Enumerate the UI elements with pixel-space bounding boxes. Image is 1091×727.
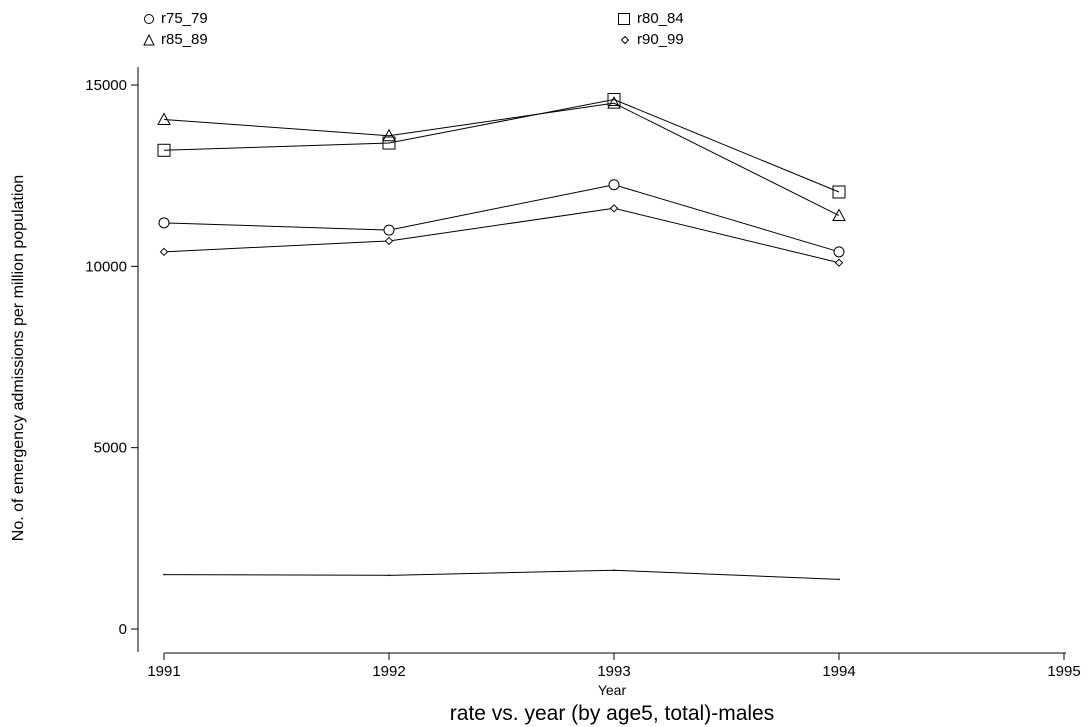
y-axis-label: No. of emergency admissions per million … [10, 175, 27, 541]
legend-label: r80_84 [637, 10, 684, 27]
data-point-r90_99 [384, 236, 394, 246]
legend-label: r75_79 [161, 10, 208, 27]
data-point-line-4 [163, 573, 165, 576]
data-point-r85_89 [607, 96, 621, 109]
data-point-r90_99 [159, 247, 169, 257]
triangle-marker-icon [143, 33, 155, 45]
data-point-line-4 [838, 578, 840, 581]
data-point-r85_89 [382, 128, 396, 142]
data-point-line-4 [613, 569, 615, 572]
legend-item-r75_79: r75_79 [143, 10, 208, 27]
data-point-r90_99 [834, 258, 844, 267]
chart-title: rate vs. year (by age5, total)-males [450, 702, 774, 725]
series-line-r90_99 [163, 207, 840, 264]
legend-item-r90_99: r90_99 [619, 31, 684, 48]
y-tick-label: 15000 [85, 77, 127, 94]
data-point-r85_89 [157, 112, 171, 125]
series-line-r75_79 [163, 184, 840, 253]
square-marker-icon [618, 12, 630, 25]
circle-marker-icon [144, 13, 154, 24]
legend-item-r85_89: r85_89 [143, 31, 208, 48]
data-point-r75_79 [158, 217, 170, 229]
y-tick-label: 5000 [94, 440, 127, 457]
series-line-r80_84 [163, 98, 840, 193]
data-point-r75_79 [833, 246, 845, 258]
series-line-line-4 [163, 569, 840, 580]
data-point-r85_89 [832, 208, 846, 222]
y-tick-label: 10000 [85, 258, 127, 275]
legend-item-r80_84: r80_84 [617, 10, 684, 27]
x-tick-label: 1994 [822, 663, 855, 680]
data-point-line-4 [388, 574, 390, 577]
x-tick-label: 1993 [597, 663, 630, 680]
x-tick-label: 1991 [147, 663, 180, 680]
data-point-r80_84 [382, 136, 396, 150]
data-point-r80_84 [832, 185, 846, 199]
data-point-r90_99 [609, 204, 619, 213]
x-tick-label: 1995 [1047, 663, 1080, 680]
legend-label: r85_89 [161, 31, 208, 48]
series-line-r85_89 [163, 102, 840, 217]
data-point-r75_79 [383, 224, 395, 236]
x-axis-label: Year [598, 682, 627, 698]
legend-label: r90_99 [637, 31, 684, 48]
data-point-r80_84 [157, 143, 171, 157]
y-tick-label: 0 [119, 621, 127, 638]
data-point-r80_84 [607, 93, 621, 107]
x-tick-label: 1992 [372, 663, 405, 680]
diamond-marker-icon [620, 35, 630, 44]
data-point-r75_79 [608, 179, 620, 191]
